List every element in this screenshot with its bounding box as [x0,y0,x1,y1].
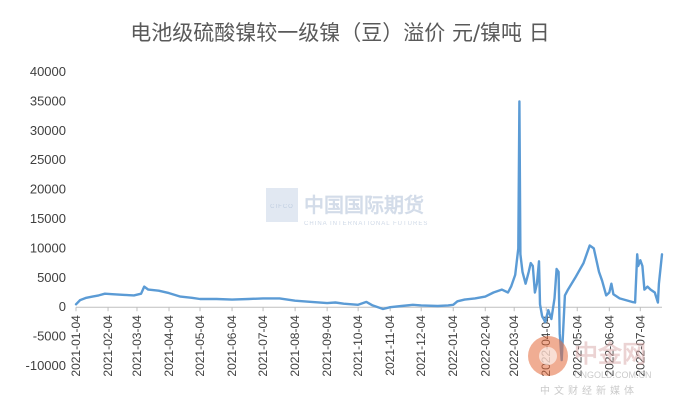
plot-area [74,100,664,362]
cifco-watermark: CIFCO 中国国际期货 CHINA INTERNATIONAL FUTURES [266,188,428,227]
x-tick-label-18: 2022-07-04 [633,315,647,377]
y-tick-label-0: -10000 [26,358,66,373]
x-tick-label-17: 2022-06-04 [602,315,616,377]
x-tick-label-9: 2021-10-04 [351,315,365,377]
y-tick-label-4: 10000 [30,240,66,255]
x-tick-label-8: 2021-09-04 [320,315,334,377]
y-tick-label-8: 30000 [30,123,66,138]
y-tick-label-2: 0 [59,299,66,314]
x-tick-label-4: 2021-05-04 [193,315,207,377]
x-tick-label-11: 2021-12-04 [414,315,428,377]
y-tick-label-1: -5000 [33,329,66,344]
x-tick-label-5: 2021-06-04 [225,315,239,377]
cnfol-url: CNGOLD.COM.CN [574,370,652,380]
x-tick-label-12: 2022-01-04 [446,315,460,377]
cifco-name: 中国国际期货 [304,193,424,217]
x-tick-label-3: 2021-04-04 [162,315,176,377]
x-tick-label-0: 2021-01-04 [69,315,83,377]
y-tick-label-9: 35000 [30,93,66,108]
cnfol-sub: 中文财经新媒体 [540,384,638,397]
x-tick-label-10: 2021-11-04 [383,315,397,376]
cifco-logo-icon [266,188,298,222]
y-tick-label-10: 40000 [30,64,66,79]
x-axis: 2021-01-04 2021-02-04 2021-03-04 2021-04-04… [69,306,662,377]
y-tick-label-5: 15000 [30,211,66,226]
cifco-sub: CHINA INTERNATIONAL FUTURES [304,221,428,227]
cnfol-watermark: 中金网 CNGOLD.COM.CN 中文财经新媒体 [528,336,652,397]
x-tick-label-13: 2022-02-04 [478,315,492,377]
series-line-0 [74,100,664,362]
x-tick-label-14: 2022-03-04 [507,315,521,377]
x-tick-label-16: 2022-05-04 [570,315,584,377]
x-tick-label-6: 2021-07-04 [256,315,270,377]
x-tick-label-7: 2021-08-04 [288,315,302,377]
y-axis: -10000 -5000 0 5000 10000 15000 20000 25000 3000… [26,64,66,373]
x-tick-label-2: 2021-03-04 [130,315,144,377]
y-tick-label-6: 20000 [30,182,66,197]
cnfol-logo-inner-icon [539,347,557,365]
chart-title: 电池级硫酸镍较一级镍（豆）溢价 元/镍吨 日 [130,21,549,45]
cifco-logo-text: CIFCO [270,204,294,210]
y-tick-label-7: 25000 [30,152,66,167]
y-tick-label-3: 5000 [37,270,66,285]
x-tick-label-1: 2021-02-04 [101,315,115,377]
cnfol-name: 中金网 [574,340,646,368]
